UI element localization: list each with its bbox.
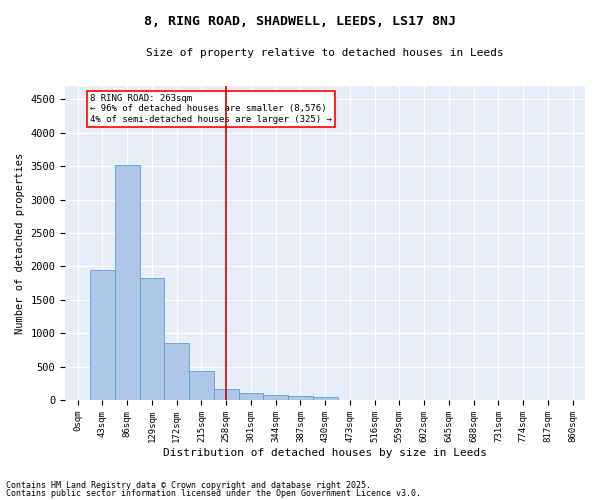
X-axis label: Distribution of detached houses by size in Leeds: Distribution of detached houses by size … <box>163 448 487 458</box>
Bar <box>214 388 239 400</box>
Bar <box>115 165 140 400</box>
Text: 8 RING ROAD: 263sqm
← 96% of detached houses are smaller (8,576)
4% of semi-deta: 8 RING ROAD: 263sqm ← 96% of detached ho… <box>90 94 332 124</box>
Bar <box>164 343 189 400</box>
Bar <box>90 270 115 400</box>
Title: Size of property relative to detached houses in Leeds: Size of property relative to detached ho… <box>146 48 504 58</box>
Bar <box>239 392 263 400</box>
Bar <box>140 278 164 400</box>
Text: Contains public sector information licensed under the Open Government Licence v3: Contains public sector information licen… <box>6 488 421 498</box>
Y-axis label: Number of detached properties: Number of detached properties <box>15 152 25 334</box>
Bar <box>263 395 288 400</box>
Bar <box>189 372 214 400</box>
Bar <box>313 396 338 400</box>
Text: 8, RING ROAD, SHADWELL, LEEDS, LS17 8NJ: 8, RING ROAD, SHADWELL, LEEDS, LS17 8NJ <box>144 15 456 28</box>
Bar <box>288 396 313 400</box>
Text: Contains HM Land Registry data © Crown copyright and database right 2025.: Contains HM Land Registry data © Crown c… <box>6 481 371 490</box>
